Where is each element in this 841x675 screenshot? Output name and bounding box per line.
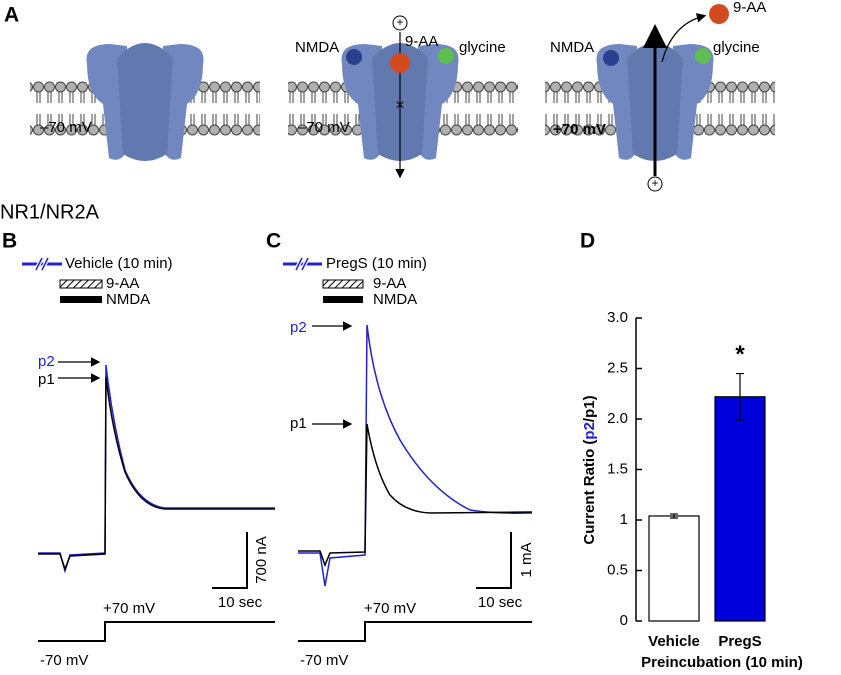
charge-icon: + [396,15,403,29]
y-tick-label: 1 [620,511,628,528]
scale-bar [212,532,248,589]
significance-mark: * [735,341,745,368]
voltage-label: +70 mV [364,600,416,617]
error-bar [736,372,744,421]
ligand-label: NMDA [550,39,594,56]
trace [298,423,533,568]
glycine-ligand [438,48,454,64]
voltage-label: –70 mV [298,119,350,136]
bar [714,396,766,622]
voltage-label: -70 mV [300,652,348,669]
trace [298,324,533,587]
legend-break [35,257,49,271]
scale-label: 1 mA [518,542,535,577]
nmda-ligand [603,50,619,66]
y-label-part: /p1) [581,395,598,422]
voltage-label: +70 mV [553,121,606,138]
legend-break [295,257,309,271]
legend-label: NMDA [106,291,150,308]
y-tick-label: 3.0 [607,309,628,326]
voltage-step [38,621,275,642]
9aa-ligand [709,4,729,24]
peak-label: p2 [290,319,307,336]
x-axis-label: Preincubation (10 min) [641,654,803,671]
error-bar [670,513,678,519]
legend-label: NMDA [373,291,417,308]
legend-label: 9-AA [373,275,406,292]
construct-label: NR1/NR2A [0,201,100,223]
y-axis-label: Current Ratio (p2/p1) [581,395,598,544]
charge-icon [647,176,663,192]
peak-label: p1 [290,415,307,432]
charge-icon [392,15,408,31]
panel-label: D [580,230,595,253]
y-label-part: Current Ratio ( [581,440,598,545]
block-mark: × [395,97,404,114]
voltage-label: +70 mV [103,600,155,617]
scale-label: 700 nA [253,536,270,584]
y-tick-label: 0.5 [607,561,628,578]
ligand-label: NMDA [295,39,339,56]
bar [648,515,700,622]
channel [86,43,204,161]
charge-icon: + [651,176,658,190]
y-tick-label: 1.5 [607,460,628,477]
9aa-ligand [390,53,410,73]
peak-label: p1 [38,371,55,388]
ligand-label: glycine [459,39,506,56]
panel-label: B [2,230,17,253]
ligand-label: 9-AA [733,0,766,16]
y-tick-label: 2.0 [607,410,628,427]
panel-label: C [266,230,281,253]
y-tick-label: 0 [620,612,628,629]
x-tick-label: Vehicle [648,633,700,650]
scale-label: 10 sec [218,594,263,611]
x-tick-label: PregS [718,633,761,650]
voltage-label: –70 mV [40,119,92,136]
legend-bar [323,296,363,303]
trace [38,364,275,574]
ligand-label: 9-AA [405,33,438,50]
glycine-ligand [695,48,711,64]
peak-label: p2 [38,353,55,370]
legend-label: PregS (10 min) [326,255,427,272]
legend-bar [322,279,364,289]
ligand-label: glycine [713,39,760,56]
legend-label: Vehicle (10 min) [65,255,173,272]
legend-label: 9-AA [106,275,139,292]
scale-label: 10 sec [478,594,523,611]
legend-bar [59,279,103,289]
y-label-part: p2 [581,422,598,440]
nmda-ligand [346,49,362,65]
voltage-label: -70 mV [40,652,88,669]
panel-label: A [4,4,19,27]
unblock-arrow [661,13,707,63]
trace [38,376,275,572]
scale-bar [476,532,512,589]
legend-bar [60,296,102,303]
y-tick-label: 2.5 [607,359,628,376]
voltage-step [298,621,532,642]
